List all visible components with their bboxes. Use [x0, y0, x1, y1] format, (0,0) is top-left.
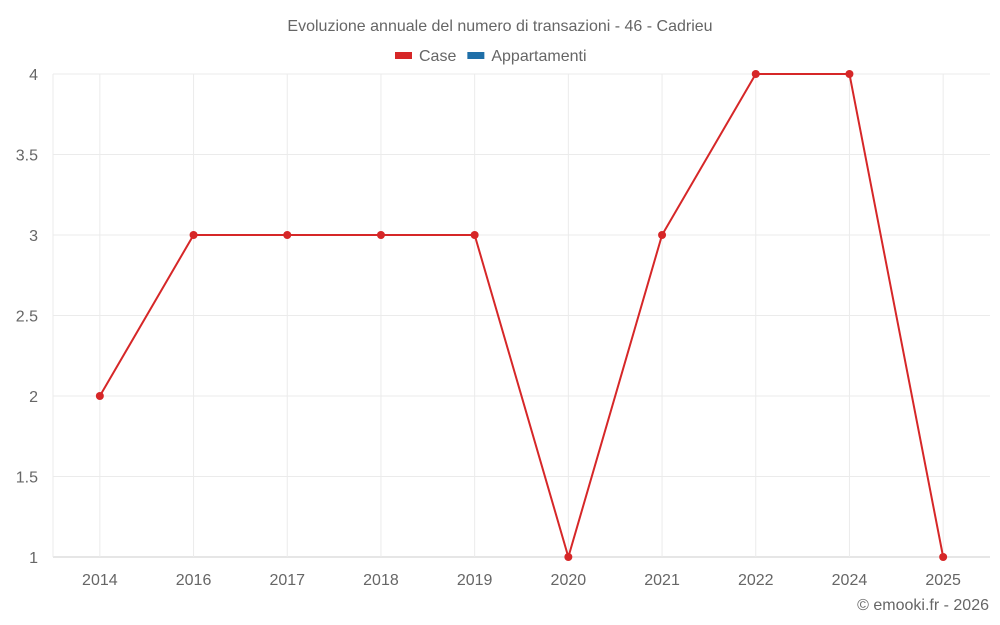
legend-label: Appartamenti [491, 48, 586, 65]
x-tick-label: 2021 [644, 572, 680, 589]
chart-title: Evoluzione annuale del numero di transaz… [287, 18, 712, 35]
x-tick-label: 2024 [832, 572, 868, 589]
data-point [470, 231, 479, 239]
legend-label: Case [419, 48, 456, 65]
legend-swatch [467, 52, 485, 59]
series [95, 70, 948, 561]
y-tick-label: 1.5 [16, 470, 38, 487]
x-tick-label: 2020 [551, 572, 587, 589]
data-point [939, 553, 948, 561]
y-tick-label: 3 [29, 228, 38, 245]
legend-swatch [395, 52, 412, 59]
x-tick-label: 2018 [363, 572, 399, 589]
x-tick-label: 2019 [457, 572, 493, 589]
series-line [98, 73, 945, 561]
x-tick-label: 2017 [269, 572, 305, 589]
y-tick-label: 2.5 [16, 309, 38, 326]
x-tick-label: 2016 [176, 572, 212, 589]
y-tick-label: 4 [29, 67, 38, 84]
data-point [95, 392, 104, 400]
x-tick-label: 2025 [925, 572, 961, 589]
data-point [376, 231, 385, 239]
x-tick-label: 2022 [738, 572, 774, 589]
data-point [283, 231, 292, 239]
y-tick-label: 1 [29, 550, 38, 567]
data-point [564, 553, 573, 561]
legend: Case Appartamenti [395, 48, 587, 65]
y-tick-label: 3.5 [16, 148, 38, 165]
grid [52, 73, 990, 558]
x-tick-label: 2014 [82, 572, 118, 589]
credit: © emooki.fr - 2026 [857, 597, 989, 614]
data-point [189, 231, 198, 239]
y-tick-label: 2 [29, 389, 38, 406]
data-point [658, 231, 667, 239]
axes: 1 1.5 2 2.5 3 3.5 4 2014 2016 2017 2018 2019 2020 202… [16, 67, 961, 589]
data-point [751, 70, 760, 78]
data-point [845, 70, 854, 78]
